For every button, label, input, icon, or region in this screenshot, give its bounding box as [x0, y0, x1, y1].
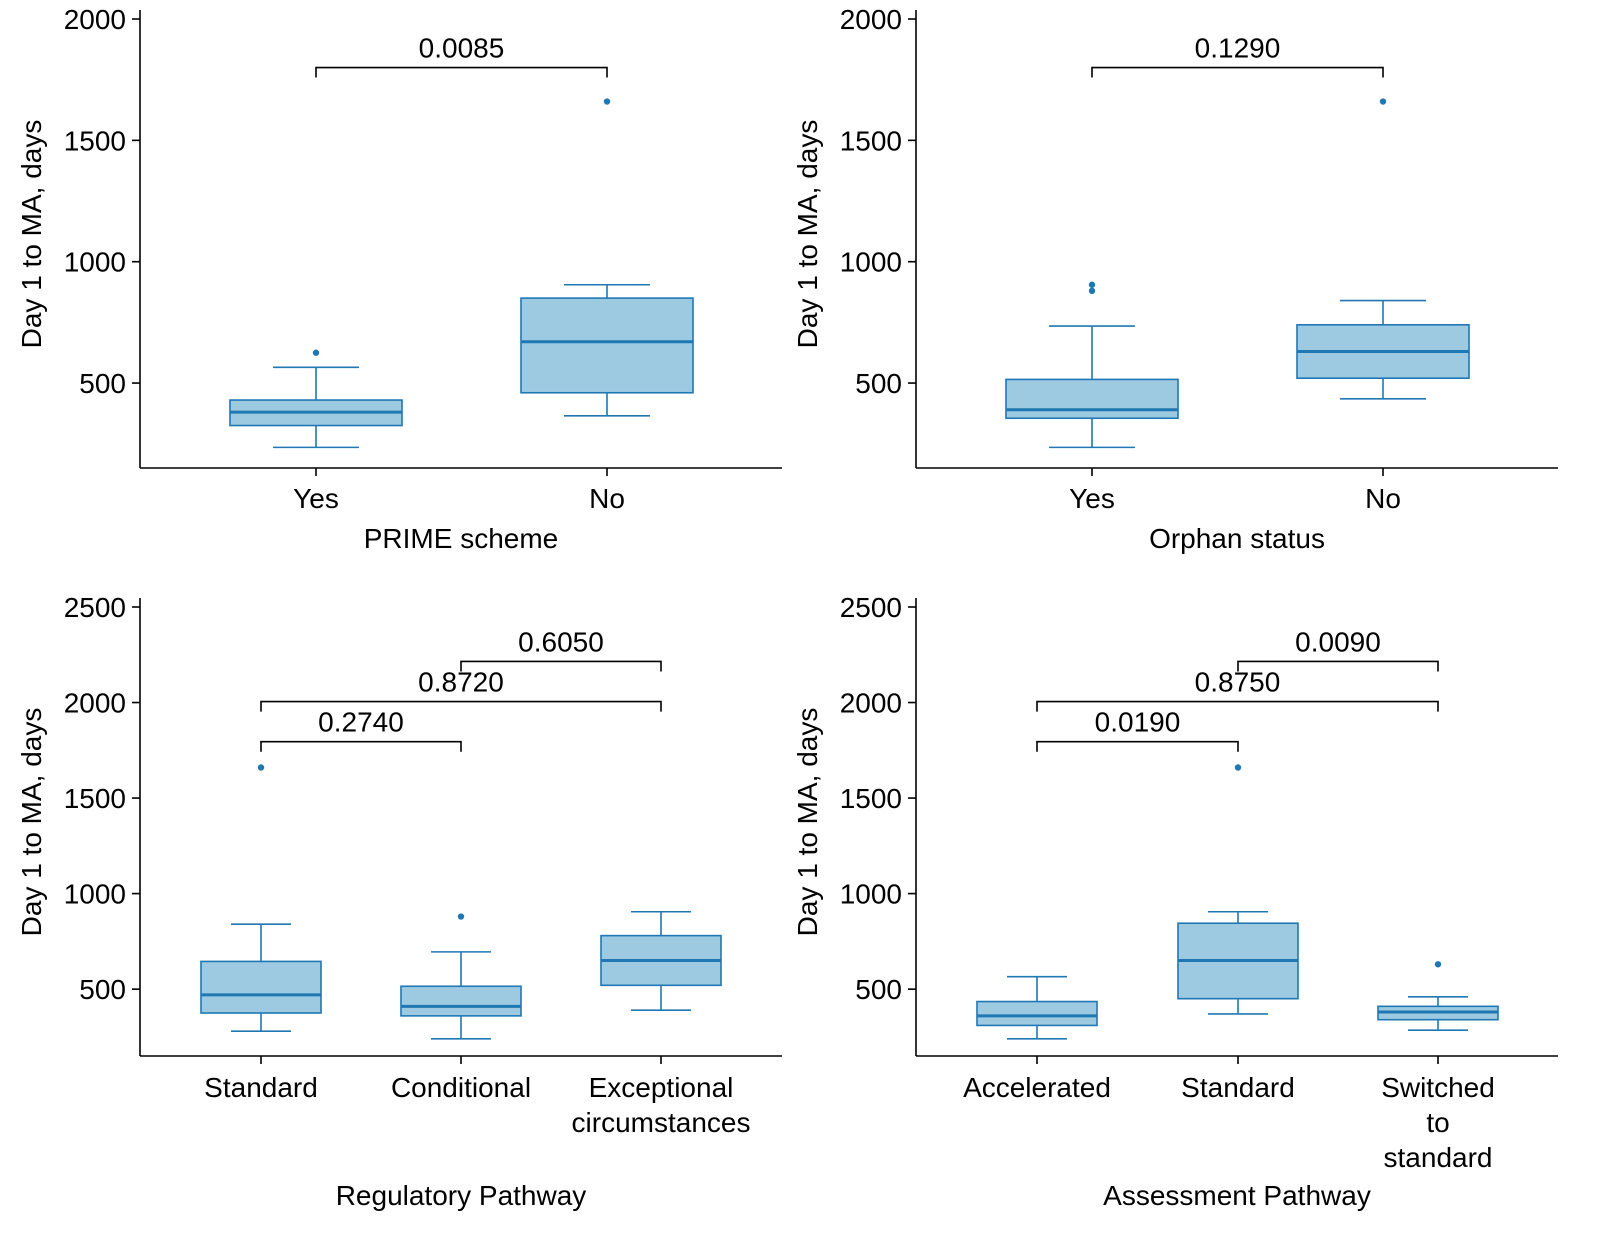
y-tick-label: 2000 — [840, 688, 902, 719]
x-axis-title: PRIME scheme — [364, 523, 559, 554]
y-tick-label: 1000 — [64, 879, 126, 910]
x-tick-label: Switched — [1381, 1072, 1495, 1103]
outlier-point — [312, 349, 320, 356]
y-tick-label: 1500 — [64, 125, 126, 156]
y-axis-title: Day 1 to MA, days — [792, 708, 823, 937]
y-tick-label: 1500 — [64, 783, 126, 814]
x-tick-label: circumstances — [572, 1107, 751, 1138]
x-axis-title: Regulatory Pathway — [336, 1180, 587, 1211]
box-standard — [200, 764, 322, 1032]
y-tick-label: 1000 — [840, 247, 902, 278]
y-tick-label: 1000 — [840, 879, 902, 910]
comparison-bracket — [315, 66, 608, 78]
y-tick-label: 500 — [855, 974, 902, 1005]
y-tick-label: 2500 — [840, 592, 902, 623]
box-yes — [229, 349, 403, 449]
box-iqr — [520, 297, 694, 394]
outlier-point — [603, 98, 611, 105]
box-iqr — [1005, 378, 1179, 420]
comparison-bracket — [1237, 660, 1439, 672]
x-tick-label: Standard — [1181, 1072, 1295, 1103]
x-tick-label: No — [589, 483, 625, 514]
outlier-point — [1234, 764, 1242, 771]
y-tick-label: 1000 — [64, 247, 126, 278]
p-value-label: 0.1290 — [1195, 33, 1281, 64]
box-iqr — [976, 1000, 1098, 1027]
box-switched-to-standard — [1377, 961, 1499, 1032]
x-tick-label: Exceptional — [589, 1072, 734, 1103]
outlier-point — [1434, 961, 1442, 968]
y-axis-title: Day 1 to MA, days — [16, 708, 47, 937]
p-value-label: 0.0085 — [419, 33, 505, 64]
comparison-bracket — [1036, 740, 1239, 752]
p-value-label: 0.2740 — [318, 707, 404, 738]
y-axis-title: Day 1 to MA, days — [16, 120, 47, 349]
x-tick-label: to — [1426, 1107, 1449, 1138]
comparison-bracket — [460, 660, 662, 672]
x-axis-title: Orphan status — [1149, 523, 1325, 554]
box-no — [520, 98, 694, 417]
panel-orphan-status: 500 1000 1500 2000 Day 1 to MA, days Yes No Orp… — [792, 4, 1558, 554]
panel-regulatory-pathway: 500 1000 1500 2000 2500 Day 1 to MA, days Stan… — [16, 592, 782, 1211]
comparison-bracket — [1036, 700, 1439, 712]
comparison-bracket — [260, 700, 662, 712]
box-conditional — [400, 913, 522, 1040]
panel-assessment-pathway: 500 1000 1500 2000 2500 Day 1 to MA, days Acce… — [792, 592, 1558, 1211]
y-tick-label: 1500 — [840, 125, 902, 156]
y-tick-label: 500 — [79, 974, 126, 1005]
x-tick-label: Conditional — [391, 1072, 531, 1103]
p-value-label: 0.0090 — [1295, 626, 1381, 657]
y-tick-label: 2000 — [840, 4, 902, 35]
y-tick-label: 2000 — [64, 688, 126, 719]
x-tick-label: Accelerated — [963, 1072, 1111, 1103]
y-tick-label: 500 — [855, 368, 902, 399]
box-accelerated — [976, 975, 1098, 1040]
y-tick-label: 500 — [79, 368, 126, 399]
y-tick-label: 2500 — [64, 592, 126, 623]
box-iqr — [400, 985, 522, 1017]
outlier-point — [257, 764, 265, 771]
x-axis-title: Assessment Pathway — [1103, 1180, 1371, 1211]
comparison-bracket — [260, 740, 462, 752]
p-value-label: 0.8750 — [1195, 667, 1281, 698]
p-value-label: 0.0190 — [1095, 707, 1181, 738]
panel-prime-scheme: 500 1000 1500 2000 Day 1 to MA, days Yes No PRI… — [16, 4, 782, 554]
outlier-point — [1088, 287, 1096, 295]
x-tick-label: Yes — [1069, 483, 1115, 514]
p-value-label: 0.6050 — [518, 626, 604, 657]
p-value-label: 0.8720 — [418, 667, 504, 698]
outlier-point — [457, 913, 465, 920]
x-tick-label: Yes — [293, 483, 339, 514]
box-iqr — [200, 960, 322, 1014]
x-tick-label: standard — [1384, 1142, 1493, 1173]
outlier-point — [1088, 281, 1096, 288]
y-axis-title: Day 1 to MA, days — [792, 120, 823, 349]
y-tick-label: 1500 — [840, 783, 902, 814]
comparison-bracket — [1091, 66, 1384, 78]
box-yes — [1005, 281, 1179, 449]
y-tick-label: 2000 — [64, 4, 126, 35]
x-tick-label: No — [1365, 483, 1401, 514]
x-tick-label: Standard — [204, 1072, 318, 1103]
box-standard — [1177, 764, 1299, 1015]
box-exceptional-circumstances — [600, 910, 722, 1011]
outlier-point — [1379, 98, 1387, 105]
box-no — [1296, 98, 1470, 400]
